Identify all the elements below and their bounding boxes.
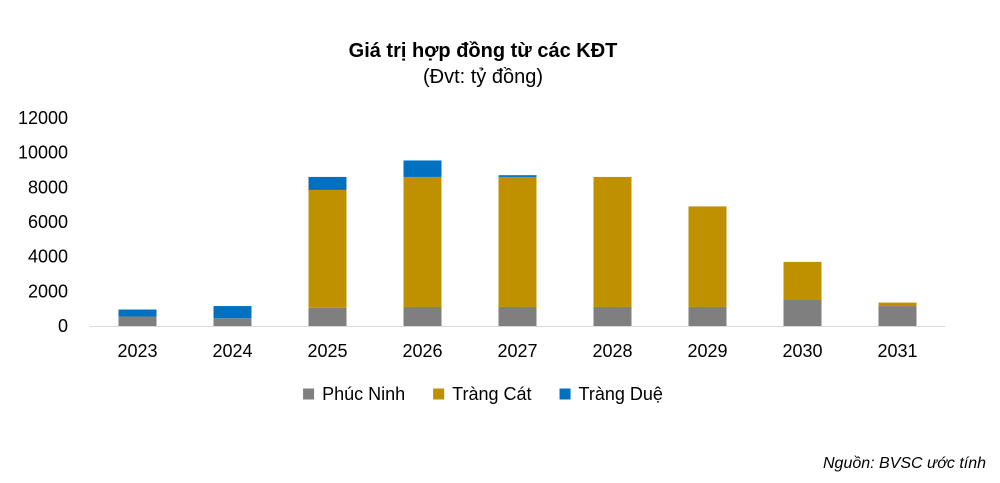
legend: Phúc Ninh Tràng Cát Tràng Duệ <box>303 384 663 404</box>
x-tick-label: 2029 <box>687 341 727 361</box>
x-tick-label: 2024 <box>212 341 252 361</box>
bar-segment <box>783 261 822 300</box>
bar-segment <box>118 316 157 326</box>
x-tick-label: 2028 <box>592 341 632 361</box>
legend-swatch <box>433 388 445 400</box>
legend-swatch <box>303 388 315 400</box>
bar-segment <box>213 318 252 326</box>
legend-label: Phúc Ninh <box>322 384 405 404</box>
bar-segment <box>118 309 157 317</box>
bar-segment <box>498 175 537 177</box>
x-tick-label: 2030 <box>782 341 822 361</box>
y-tick-label: 10000 <box>18 143 68 163</box>
legend-label: Tràng Cát <box>452 384 531 404</box>
bar-segment <box>308 307 347 326</box>
x-tick-label: 2031 <box>877 341 917 361</box>
y-tick-label: 2000 <box>28 281 68 301</box>
bar-segment <box>213 306 252 319</box>
legend-swatch <box>559 388 571 400</box>
y-tick-label: 6000 <box>28 212 68 232</box>
bar-segment <box>308 176 347 190</box>
y-axis: 0 2000 4000 6000 8000 10000 12000 <box>18 108 68 336</box>
x-tick-label: 2026 <box>402 341 442 361</box>
x-axis: 2023 2024 2025 2026 2027 2028 2029 2030 2031 <box>117 341 917 361</box>
x-tick-label: 2025 <box>307 341 347 361</box>
bar-segment <box>403 160 442 177</box>
legend-label: Tràng Duệ <box>579 384 663 404</box>
bar-segment <box>308 189 347 308</box>
bar-segment <box>403 306 442 326</box>
y-tick-label: 4000 <box>28 247 68 267</box>
bar-segment <box>403 176 442 307</box>
bar-segment <box>498 306 537 326</box>
bar-segment <box>688 206 727 307</box>
bar-segment <box>878 306 917 326</box>
bars <box>118 160 917 326</box>
y-tick-label: 12000 <box>18 108 68 128</box>
bar-segment <box>878 302 917 307</box>
y-tick-label: 0 <box>58 316 68 336</box>
chart-subtitle: (Đvt: tỷ đồng) <box>423 66 543 88</box>
bar-segment <box>688 306 727 326</box>
chart-title: Giá trị hợp đồng từ các KĐT <box>349 40 618 62</box>
source-note: Nguồn: BVSC ước tính <box>823 455 986 472</box>
x-tick-label: 2027 <box>497 341 537 361</box>
bar-segment <box>593 306 632 326</box>
x-tick-label: 2023 <box>117 341 157 361</box>
bar-segment <box>783 300 822 326</box>
y-tick-label: 8000 <box>28 177 68 197</box>
bar-segment <box>593 176 632 307</box>
bar-segment <box>498 176 537 307</box>
